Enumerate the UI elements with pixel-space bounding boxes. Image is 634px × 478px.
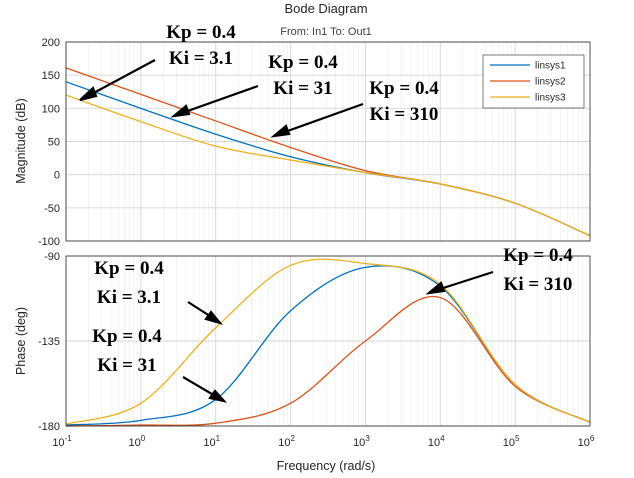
legend: linsys1 linsys2 linsys3 (482, 54, 585, 109)
arrow-head (270, 124, 291, 138)
arrow-head (170, 104, 191, 118)
annotation-kp: Kp = 0.4 (166, 22, 236, 43)
arrow-line (436, 270, 494, 292)
chart-title: Bode Diagram (284, 1, 367, 16)
arrow-head (425, 281, 446, 295)
annotation-kp: Kp = 0.4 (268, 52, 338, 73)
y-tick-label: 0 (54, 170, 60, 182)
arrow-head (208, 389, 228, 403)
annotation-arrows (79, 59, 494, 403)
phase-frame (65, 255, 591, 427)
annotation-kp: Kp = 0.4 (369, 78, 439, 99)
phase-axis-label: Phase (deg) (14, 307, 28, 375)
chart-subtitle: From: In1 To: Out1 (280, 26, 372, 38)
annotation-ki: Ki = 31 (273, 78, 332, 99)
legend-label-linsys1: linsys1 (535, 61, 566, 72)
annotation-ki: Ki = 31 (97, 355, 156, 376)
annotation-kp: Kp = 0.4 (94, 258, 164, 279)
magnitude-y-ticks: 200 150 100 50 0 -50 -100 (38, 37, 60, 248)
legend-label-linsys2: linsys2 (535, 77, 566, 88)
annotation-ki: Ki = 3.1 (97, 287, 161, 308)
arrow-head (204, 310, 224, 326)
y-tick-label: -135 (38, 336, 60, 348)
y-tick-label: -90 (44, 251, 60, 263)
x-tick-label: 104 (428, 434, 445, 449)
arrow-line (281, 102, 364, 135)
magnitude-frame (65, 41, 591, 242)
y-tick-label: 150 (42, 70, 60, 82)
x-tick-label: 102 (278, 434, 295, 449)
y-tick-label: 100 (42, 103, 60, 115)
annotation-ki: Ki = 3.1 (169, 48, 233, 69)
phase-curve-linsys2 (65, 295, 591, 427)
arrow-head (79, 86, 98, 102)
phase-grid (65, 255, 590, 427)
magnitude-curves (65, 67, 591, 237)
x-tick-label: 100 (129, 434, 146, 449)
x-tick-label: 106 (578, 434, 595, 449)
magnitude-curve-linsys3 (65, 94, 591, 237)
x-tick-label: 105 (503, 434, 520, 449)
arrow-line (181, 84, 259, 115)
arrow-line (182, 376, 218, 398)
phase-curves (65, 258, 591, 427)
annotation-labels: Kp = 0.4 Ki = 3.1 Kp = 0.4 Ki = 31 Kp = … (92, 22, 573, 376)
phase-curve-linsys3 (65, 258, 591, 425)
y-tick-label: -180 (38, 421, 60, 433)
x-tick-label: 103 (353, 434, 370, 449)
y-tick-label: 50 (48, 137, 60, 149)
phase-y-ticks: -90 -135 -180 (38, 251, 60, 433)
magnitude-axis-label: Magnitude (dB) (14, 98, 28, 183)
frequency-axis-label: Frequency (rad/s) (277, 459, 376, 473)
x-tick-label: 101 (203, 434, 220, 449)
x-tick-label: 10-1 (52, 434, 72, 449)
annotation-kp: Kp = 0.4 (503, 245, 573, 266)
annotation-ki: Ki = 310 (504, 274, 573, 295)
y-tick-label: -100 (38, 236, 60, 248)
annotation-ki: Ki = 310 (370, 104, 439, 125)
frequency-x-ticks: 10-1 100 101 102 103 104 105 106 (52, 434, 595, 449)
y-tick-label: 200 (42, 37, 60, 49)
arrow-line (87, 59, 156, 97)
legend-label-linsys3: linsys3 (535, 93, 566, 104)
annotation-kp: Kp = 0.4 (92, 326, 162, 347)
y-tick-label: -50 (44, 203, 60, 215)
